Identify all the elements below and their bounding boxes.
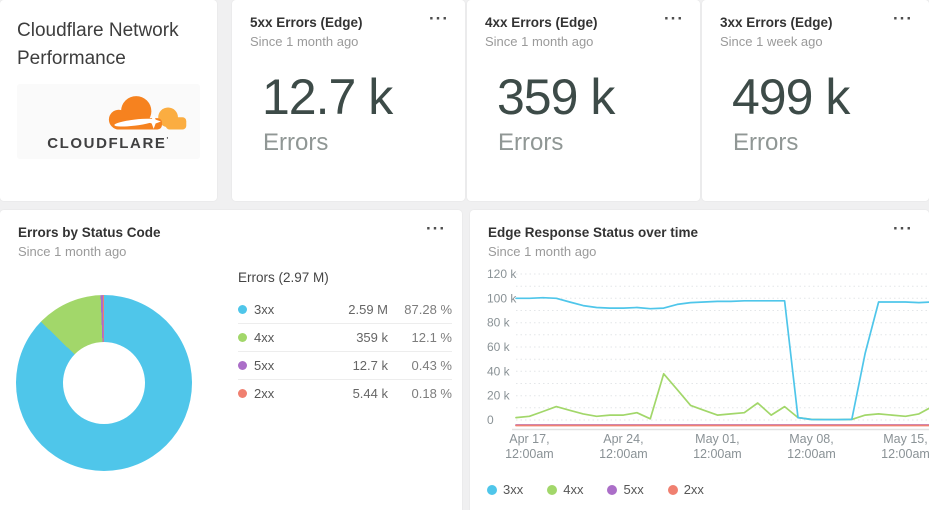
page-title: Cloudflare Network Performance [17,20,179,69]
pie-legend-row-5xx[interactable]: 5xx 12.7 k 0.43 % [238,351,452,379]
svg-text:12:00am: 12:00am [599,447,648,461]
card-subtitle: Since 1 month ago [18,244,127,259]
legend-item-2xx[interactable]: 2xx [667,482,704,497]
svg-text:80 k: 80 k [487,316,511,330]
svg-text:40 k: 40 k [487,364,511,378]
svg-text:May 08,: May 08, [789,432,833,446]
svg-text:May 01,: May 01, [695,432,739,446]
series-percent: 12.1 % [411,330,452,345]
pie-legend-row-3xx[interactable]: 3xx 2.59 M 87.28 % [238,295,452,323]
legend-item-5xx[interactable]: 5xx [607,482,644,497]
series-dot-3xx [238,304,247,314]
card-menu-button[interactable]: ··· [429,9,449,28]
series-dot-2xx [238,389,247,398]
svg-text:May 15,: May 15, [883,432,927,446]
card-header: 5xx Errors (Edge) Since 1 month ago ··· [232,0,465,49]
stat-card-4xx-errors: 4xx Errors (Edge) Since 1 month ago ··· … [467,0,700,201]
series-percent: 0.18 % [411,386,452,401]
stat-value: 499 k [732,69,850,125]
series-dot-4xx [547,484,558,495]
card-subtitle: Since 1 month ago [485,34,594,49]
legend-label: 3xx [503,482,524,497]
legend-label: 5xx [623,482,644,497]
stat-value: 359 k [497,69,615,125]
series-dot-5xx [238,361,247,370]
svg-text:Apr 17,: Apr 17, [509,432,549,446]
svg-text:12:00am: 12:00am [693,447,742,461]
dashboard-title-card: Cloudflare Network Performance CLOUDFLAR… [0,0,217,201]
cloudflare-cloud-icon [108,96,187,130]
card-title: 4xx Errors (Edge) [485,15,598,30]
cloudflare-wordmark: CLOUDFLARE' [47,135,170,152]
series-dot-5xx [607,484,618,495]
card-title: 3xx Errors (Edge) [720,15,833,30]
card-header: 4xx Errors (Edge) Since 1 month ago ··· [467,0,700,49]
svg-text:100 k: 100 k [487,291,517,305]
svg-text:20 k: 20 k [487,389,511,403]
cloudflare-logo: CLOUDFLARE' [17,84,200,159]
pie-legend-row-4xx[interactable]: 4xx 359 k 12.1 % [238,323,452,351]
stat-unit-label: Errors [263,129,329,156]
card-header: 3xx Errors (Edge) Since 1 week ago ··· [702,0,929,49]
pie-legend-title: Errors (2.97 M) [238,270,329,285]
stat-card-3xx-errors: 3xx Errors (Edge) Since 1 week ago ··· 4… [702,0,929,201]
card-title: Edge Response Status over time [488,225,699,240]
series-label: 4xx [254,330,275,345]
legend-label: 4xx [563,482,584,497]
card-menu-button[interactable]: ··· [893,9,913,28]
stat-card-5xx-errors: 5xx Errors (Edge) Since 1 month ago ··· … [232,0,465,201]
svg-text:Apr 24,: Apr 24, [603,432,643,446]
series-value: 2.59 M [348,301,388,317]
card-menu-button[interactable]: ··· [893,219,913,238]
errors-by-status-code-card: Errors by Status Code Since 1 month ago … [0,210,462,510]
series-percent: 87.28 % [404,301,452,317]
card-header: Edge Response Status over time Since 1 m… [470,210,929,259]
series-label: 5xx [254,358,275,373]
card-subtitle: Since 1 month ago [250,34,359,49]
series-dot-3xx [487,484,497,495]
svg-text:12:00am: 12:00am [787,447,836,461]
card-menu-button[interactable]: ··· [426,219,446,238]
stat-unit-label: Errors [498,129,564,156]
legend-item-3xx[interactable]: 3xx [487,482,523,497]
card-title: Errors by Status Code [18,225,161,240]
donut-chart[interactable] [16,295,192,471]
legend-label: 2xx [683,482,704,497]
card-header: Errors by Status Code Since 1 month ago … [0,210,462,259]
svg-text:12:00am: 12:00am [881,447,929,461]
svg-text:60 k: 60 k [487,340,511,354]
series-label: 3xx [254,301,275,317]
series-dot-4xx [238,333,247,342]
series-value: 5.44 k [352,386,388,401]
stat-unit-label: Errors [733,129,799,156]
pie-legend-row-2xx[interactable]: 2xx 5.44 k 0.18 % [238,379,452,407]
edge-response-status-card: Edge Response Status over time Since 1 m… [470,210,929,510]
card-title: 5xx Errors (Edge) [250,15,363,30]
pie-legend: Errors (2.97 M) 3xx 2.59 M 87.28 % 4xx 3… [238,270,452,407]
series-dot-2xx [667,484,678,495]
legend-item-4xx[interactable]: 4xx [547,482,583,497]
series-value: 359 k [356,330,388,345]
line-chart-legend: 3xx 4xx 5xx 2xx [487,482,704,497]
svg-text:12:00am: 12:00am [505,447,554,461]
card-subtitle: Since 1 week ago [720,34,823,49]
svg-text:0: 0 [487,413,494,427]
line-chart[interactable]: 120 k 100 k 80 k 60 k 40 k 20 k 0 Apr 17, 12:00a… [470,260,929,475]
series-value: 12.7 k [352,358,388,373]
card-menu-button[interactable]: ··· [664,9,684,28]
svg-text:120 k: 120 k [487,267,517,281]
donut-hole [63,342,145,424]
stat-value: 12.7 k [262,69,393,125]
series-percent: 0.43 % [411,358,452,373]
series-label: 2xx [254,386,275,401]
card-subtitle: Since 1 month ago [488,244,597,259]
